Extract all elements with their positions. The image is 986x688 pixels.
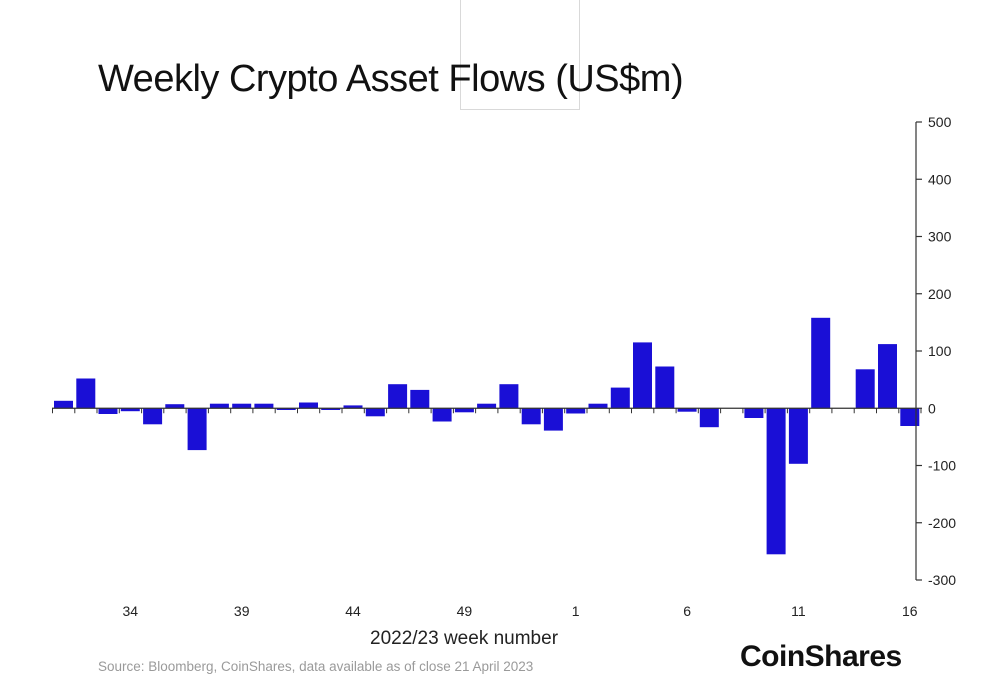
chart-title: Weekly Crypto Asset Flows (US$m) [98,58,684,100]
y-tick-label: 300 [928,229,952,245]
bar-week-28 [677,408,697,412]
bar-week-37 [878,344,897,409]
image-frame-artifact [460,0,580,110]
bar-week-3 [120,408,140,412]
bar-week-19 [477,403,497,409]
bar-week-27 [655,366,675,409]
x-axis-label: 2022/23 week number [370,628,559,649]
bar-week-38 [900,408,920,426]
bar-week-24 [588,403,608,409]
x-tick-label: 44 [345,603,361,619]
bar-week-21 [521,408,541,425]
bar-week-7 [209,403,229,409]
bar-week-25 [610,387,630,409]
bar-week-6 [187,408,207,451]
y-tick-label: -100 [928,458,956,474]
bar-week-14 [365,408,385,417]
bar-week-9 [254,403,274,409]
bar-week-29 [699,408,719,428]
x-tick-label: 34 [123,603,139,619]
bar-week-8 [232,403,252,409]
x-tick-label: 6 [683,603,691,619]
bar-week-33 [788,408,808,464]
bar-week-16 [410,389,430,409]
coinshares-logo: CoinShares [740,640,902,673]
bar-week-34 [811,317,831,409]
x-tick-label: 39 [234,603,250,619]
bar-week-2 [98,408,118,414]
x-tick-label: 16 [902,603,918,619]
bar-week-31 [744,408,764,418]
y-tick-label: 0 [928,400,936,416]
source-note: Source: Bloomberg, CoinShares, data avai… [98,659,534,674]
x-tick-label: 1 [572,603,580,619]
bar-week-10 [276,408,296,410]
bar-week-32 [766,408,786,555]
bar-week-11 [299,402,318,409]
bar-week-5 [165,404,185,409]
bar-week-4 [143,408,163,425]
bar-week-18 [454,408,474,413]
x-tick-label: 49 [457,603,473,619]
bar-week-22 [543,408,563,431]
y-tick-label: 500 [928,114,952,130]
y-tick-label: 200 [928,286,952,302]
bars-layer [54,317,920,555]
y-tick-label: -200 [928,515,956,531]
x-tick-label: 11 [791,603,806,619]
bar-week-12 [321,408,341,410]
bar-week-23 [566,408,586,414]
bar-week-1 [76,378,96,409]
y-tick-label: -300 [928,572,956,588]
bar-week-36 [855,369,875,409]
y-tick-label: 400 [928,171,952,187]
bar-week-15 [388,384,408,409]
y-tick-label: 100 [928,343,952,359]
bar-week-26 [633,342,652,409]
bar-week-0 [54,400,73,409]
bar-week-17 [432,408,452,422]
bar-week-13 [343,405,363,409]
bar-week-20 [499,384,519,409]
